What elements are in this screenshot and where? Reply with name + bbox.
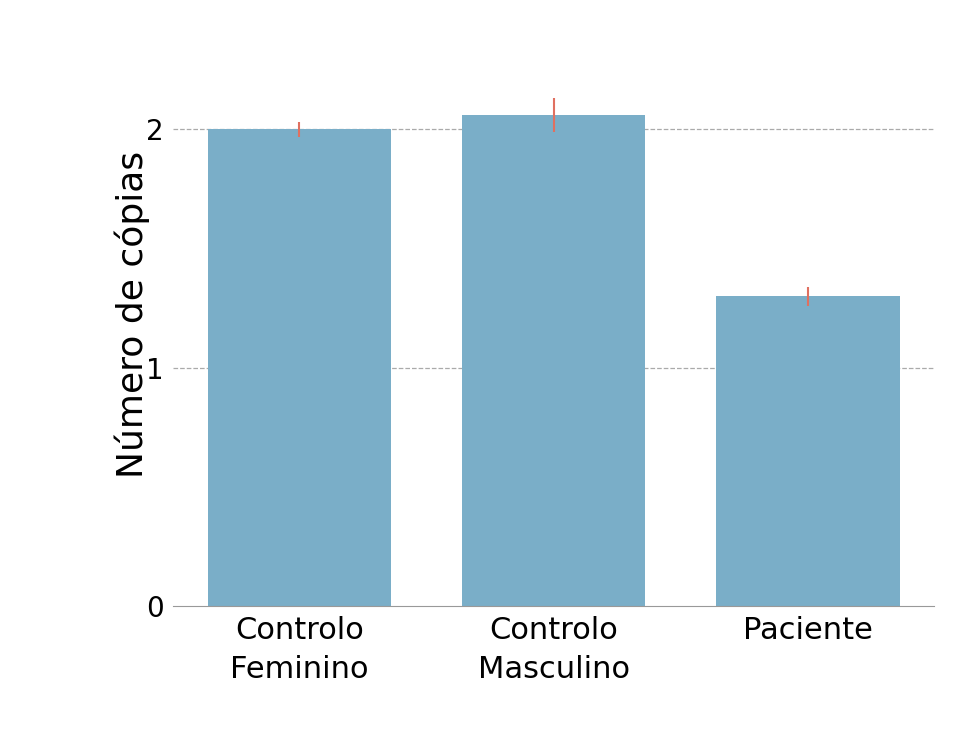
Bar [462, 115, 645, 606]
Bar [716, 296, 899, 606]
Bar [208, 129, 391, 606]
Y-axis label: Número de cópias: Número de cópias [115, 151, 149, 477]
